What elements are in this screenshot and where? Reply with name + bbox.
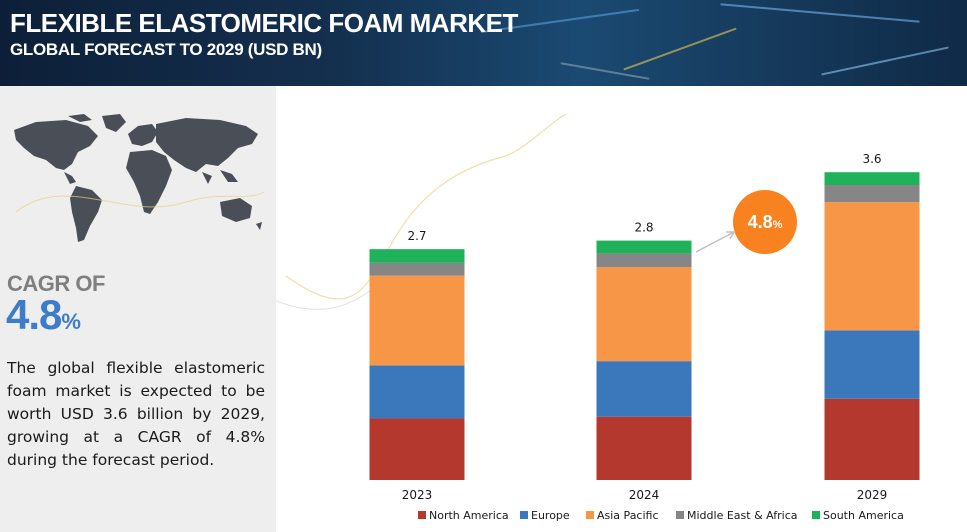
legend-item-middle-east-africa: Middle East & Africa <box>676 509 798 522</box>
legend-swatch-middle-east-africa <box>676 511 684 519</box>
legend-label-middle-east-africa: Middle East & Africa <box>687 509 798 522</box>
legend-label-south-america: South America <box>823 509 904 522</box>
cagr-unit: % <box>61 309 81 334</box>
legend-swatch-europe <box>520 511 528 519</box>
bar-segment-north-america-2024 <box>596 416 692 480</box>
bar-segment-north-america-2029 <box>824 398 920 480</box>
bar-segment-south-america-2023 <box>369 249 465 263</box>
bar-segment-south-america-2024 <box>596 240 692 254</box>
cagr-callout-bubble: 4.8% <box>733 190 797 254</box>
header-banner: FLEXIBLE ELASTOMERIC FOAM MARKET GLOBAL … <box>0 0 967 86</box>
world-map-icon <box>14 114 265 242</box>
stacked-bar-chart: 2.7 2023 2.8 2024 3.6 2029 North America Europ… <box>276 113 920 522</box>
total-label-2023: 2.7 <box>407 229 426 243</box>
total-label-2024: 2.8 <box>634 221 653 235</box>
legend-item-europe: Europe <box>520 509 570 522</box>
legend-item-south-america: South America <box>812 509 904 522</box>
bar-segment-asia-pacific-2024 <box>596 267 692 362</box>
bar-segment-north-america-2023 <box>369 418 465 480</box>
x-tick-label-2024: 2024 <box>629 488 660 502</box>
cagr-number: 4.8 <box>6 291 62 338</box>
legend-swatch-asia-pacific <box>586 511 594 519</box>
legend-label-north-america: North America <box>429 509 509 522</box>
market-description: The global flexible elastomeric foam mar… <box>7 359 265 469</box>
bar-segment-middle-east-africa-2029 <box>824 185 920 203</box>
cagr-label: CAGR OF <box>7 271 105 296</box>
callout-value: 4.8 <box>747 212 773 232</box>
legend-item-north-america: North America <box>418 509 509 522</box>
page-subtitle: GLOBAL FORECAST TO 2029 (USD BN) <box>10 40 322 59</box>
bar-segment-asia-pacific-2023 <box>369 275 465 366</box>
cagr-value: 4.8% <box>6 291 81 339</box>
total-label-2029: 3.6 <box>862 152 881 166</box>
bar-segment-middle-east-africa-2024 <box>596 253 692 268</box>
legend-swatch-south-america <box>812 511 820 519</box>
x-tick-label-2029: 2029 <box>857 488 888 502</box>
legend-label-europe: Europe <box>531 509 570 522</box>
bar-segment-south-america-2029 <box>824 172 920 186</box>
bar-segment-europe-2024 <box>596 361 692 417</box>
info-panel: CAGR OF 4.8% The global flexible elastom… <box>0 86 276 532</box>
legend-swatch-north-america <box>418 511 426 519</box>
x-tick-label-2023: 2023 <box>402 488 433 502</box>
bar-segment-asia-pacific-2029 <box>824 202 920 331</box>
legend-label-asia-pacific: Asia Pacific <box>597 509 659 522</box>
bar-segment-europe-2023 <box>369 365 465 419</box>
bar-segment-europe-2029 <box>824 330 920 399</box>
callout-unit: % <box>772 219 783 231</box>
page-title: FLEXIBLE ELASTOMERIC FOAM MARKET <box>10 8 518 38</box>
bar-segment-middle-east-africa-2023 <box>369 262 465 276</box>
legend-item-asia-pacific: Asia Pacific <box>586 509 659 522</box>
